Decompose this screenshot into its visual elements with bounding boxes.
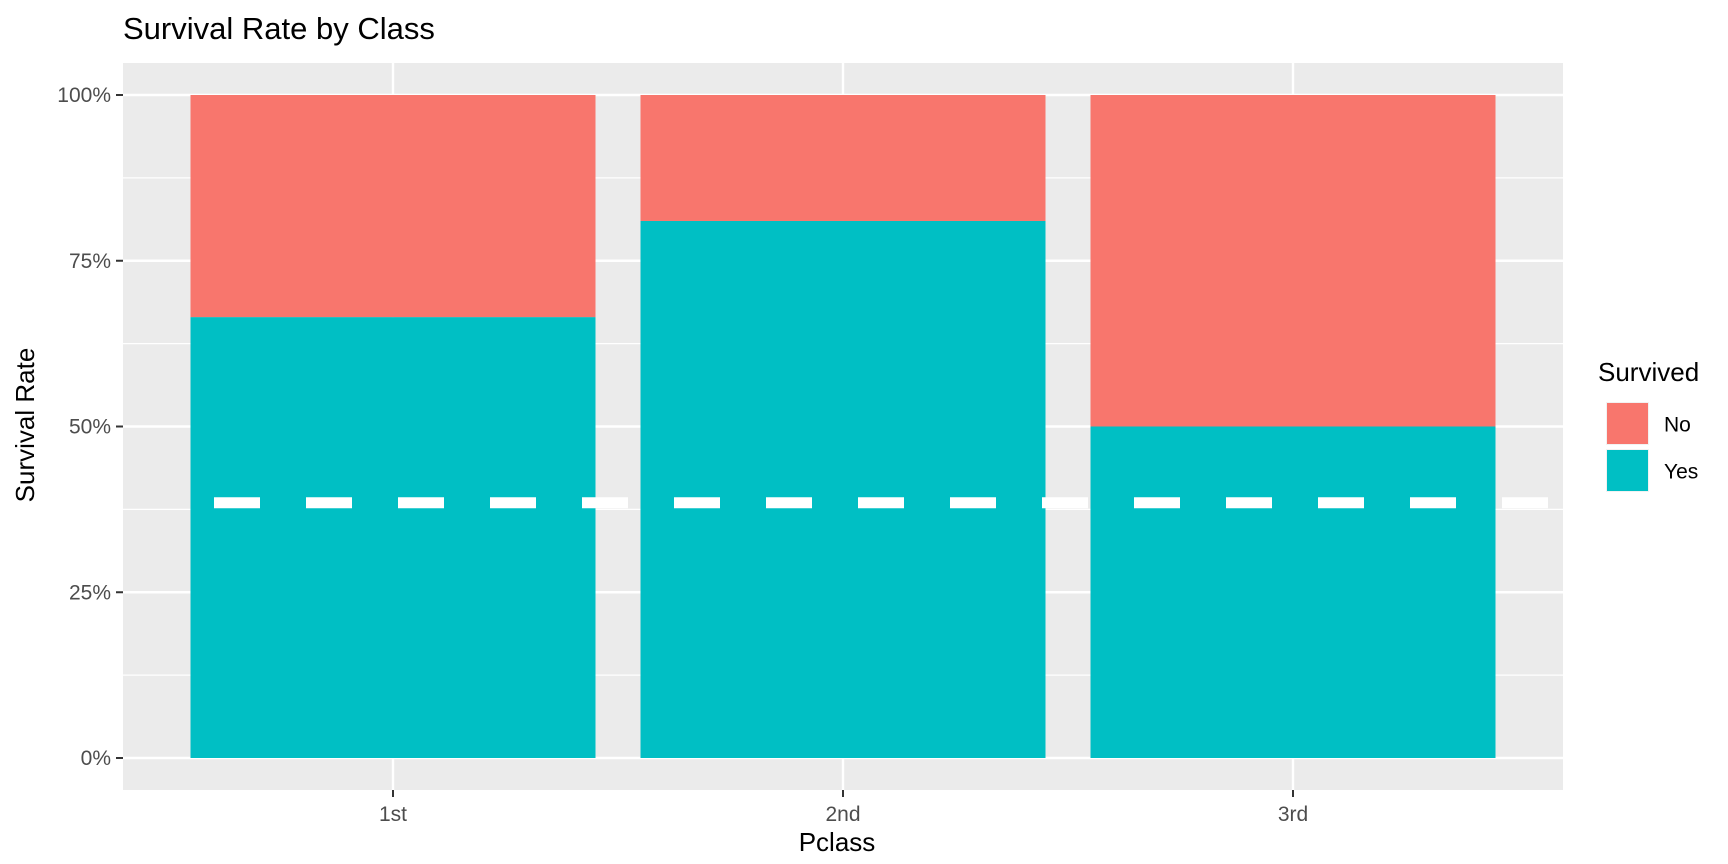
bars xyxy=(190,95,1496,759)
bar-1st-yes xyxy=(190,317,596,758)
y-tick-label: 100% xyxy=(57,84,111,107)
bar-2nd-yes xyxy=(640,220,1046,759)
chart-title: Survival Rate by Class xyxy=(123,11,435,46)
axes: 0% 25% 50% 75% 100% 1st 2nd 3rd xyxy=(57,84,1308,826)
legend-label-yes: Yes xyxy=(1664,461,1698,484)
y-tick-label: 50% xyxy=(69,416,111,439)
y-tick-label: 0% xyxy=(81,747,111,770)
legend-label-no: No xyxy=(1664,414,1691,437)
x-tick-label: 2nd xyxy=(825,803,860,826)
legend-title: Survived xyxy=(1598,357,1699,387)
bar-2nd-no xyxy=(640,95,1046,221)
x-axis-title: Pclass xyxy=(799,827,876,857)
x-tick-label: 1st xyxy=(379,803,407,826)
y-tick-label: 75% xyxy=(69,250,111,273)
bar-3rd-no xyxy=(1090,95,1496,427)
legend-swatch-yes xyxy=(1607,450,1648,491)
y-tick-label: 25% xyxy=(69,581,111,604)
bar-1st-no xyxy=(190,95,596,318)
bar-3rd-yes xyxy=(1090,426,1496,758)
legend-swatch-no xyxy=(1607,403,1648,444)
y-axis-title: Survival Rate xyxy=(10,348,40,503)
legend: Survived No Yes xyxy=(1598,357,1699,492)
x-tick-label: 3rd xyxy=(1278,803,1308,826)
